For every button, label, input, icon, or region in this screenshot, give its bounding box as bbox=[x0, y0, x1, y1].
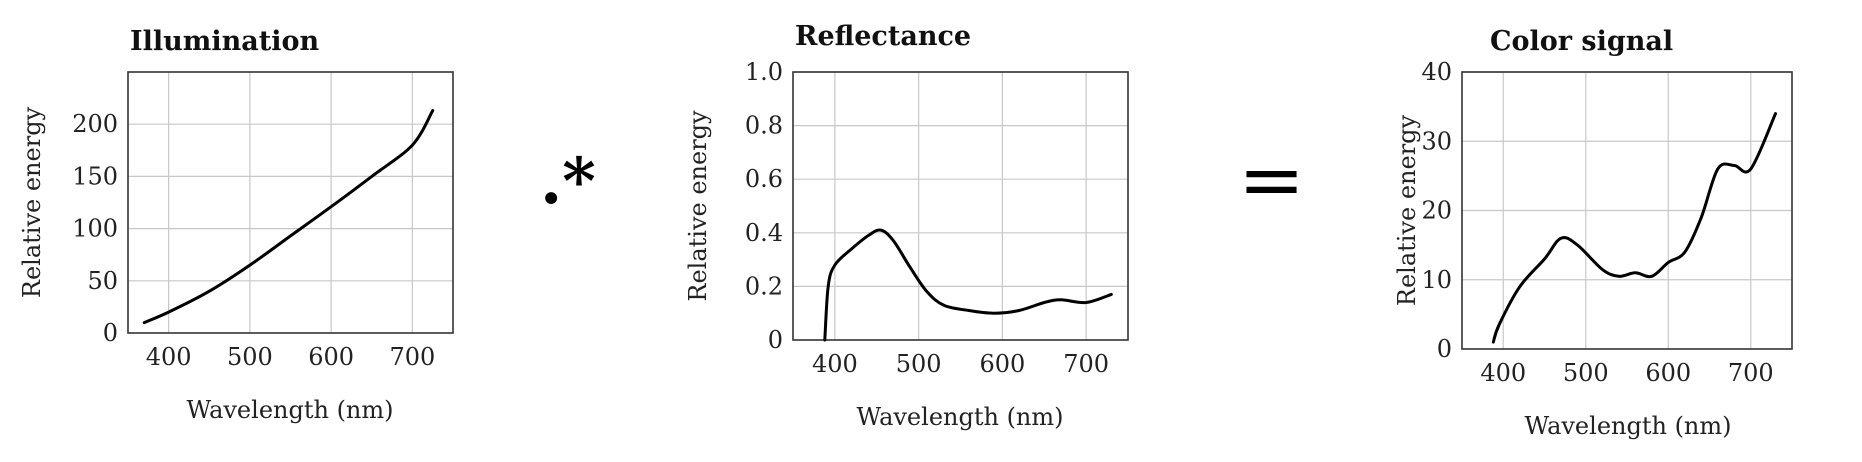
y-tick-label: 40 bbox=[1421, 58, 1452, 86]
x-tick-label: 700 bbox=[1728, 359, 1774, 387]
y-tick-label: 0 bbox=[768, 326, 783, 354]
chart-3: 400 500 600 700 0 10 20 30 40 Color signal Wavelen… bbox=[1393, 26, 1793, 440]
chart-title: Illumination bbox=[130, 26, 319, 57]
chart-title: Reflectance bbox=[795, 21, 971, 52]
y-tick-label: 200 bbox=[72, 110, 118, 138]
x-tick-label: 500 bbox=[227, 343, 273, 371]
x-axis-label: Wavelength (nm) bbox=[856, 403, 1063, 431]
y-tick-label: 0.2 bbox=[745, 272, 783, 300]
y-tick-label: 50 bbox=[87, 267, 118, 295]
chart-2: 400 500 600 700 0 0.2 0.4 0.6 0.8 1.0 Reflectance W… bbox=[684, 21, 1129, 431]
plot-frame bbox=[1461, 71, 1793, 350]
x-axis-label: Wavelength (nm) bbox=[186, 396, 393, 424]
x-tick-label: 600 bbox=[1645, 359, 1691, 387]
x-axis-label: Wavelength (nm) bbox=[1524, 412, 1731, 440]
y-tick-label: 10 bbox=[1421, 266, 1452, 294]
x-tick-label: 400 bbox=[812, 350, 858, 378]
y-tick-label: 0 bbox=[1437, 335, 1452, 363]
series-line bbox=[1491, 112, 1777, 344]
y-axis-label: Relative energy bbox=[18, 106, 46, 298]
x-tick-label: 400 bbox=[1480, 359, 1526, 387]
y-tick-label: 0.8 bbox=[745, 112, 783, 140]
x-tick-label: 600 bbox=[979, 350, 1025, 378]
y-axis-label: Relative energy bbox=[1393, 114, 1421, 306]
plot-frame bbox=[127, 71, 454, 334]
plot-frame bbox=[792, 71, 1129, 341]
y-tick-label: 150 bbox=[72, 162, 118, 190]
x-tick-label: 600 bbox=[308, 343, 354, 371]
y-tick-label: 0.4 bbox=[745, 219, 783, 247]
chart-1: 400 500 600 700 0 50 100 150 200 Illumination Wave… bbox=[18, 26, 454, 424]
y-tick-label: 100 bbox=[72, 215, 118, 243]
x-tick-label: 700 bbox=[1063, 350, 1109, 378]
series-line bbox=[142, 109, 435, 325]
y-tick-label: 30 bbox=[1421, 127, 1452, 155]
y-tick-label: 0.6 bbox=[745, 165, 783, 193]
chart-title: Color signal bbox=[1490, 26, 1673, 57]
y-tick-label: 0 bbox=[103, 319, 118, 347]
series-line bbox=[823, 228, 1113, 342]
y-axis-label: Relative energy bbox=[684, 110, 712, 302]
x-tick-label: 700 bbox=[389, 343, 435, 371]
x-tick-label: 500 bbox=[896, 350, 942, 378]
x-tick-label: 500 bbox=[1563, 359, 1609, 387]
x-tick-label: 400 bbox=[146, 343, 192, 371]
y-tick-label: 20 bbox=[1421, 197, 1452, 225]
y-tick-label: 1.0 bbox=[745, 58, 783, 86]
elementwise-multiply-operator: .* bbox=[540, 144, 596, 219]
equals-operator: = bbox=[1238, 133, 1306, 226]
